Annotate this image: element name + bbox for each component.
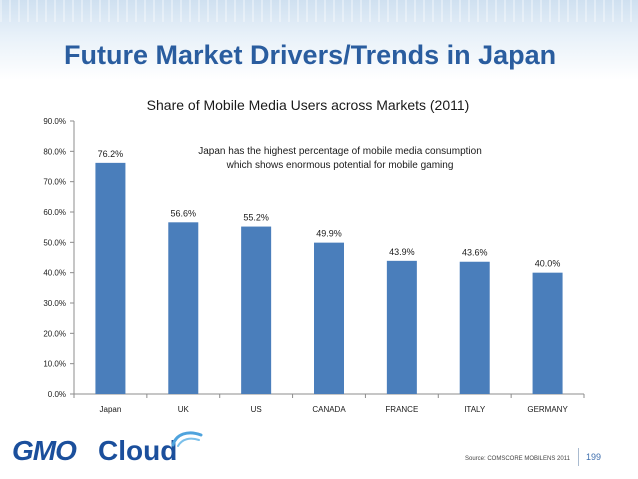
chart-title: Share of Mobile Media Users across Marke… [147, 97, 470, 113]
x-tick-label: GERMANY [527, 405, 568, 414]
x-axis: Japan UK US CANADA FRANCE ITALY GERMANY [73, 393, 585, 414]
x-tick-label: ITALY [464, 405, 486, 414]
y-tick-label: 0.0% [48, 390, 66, 399]
footer-divider [578, 448, 579, 466]
y-tick-label: 10.0% [43, 360, 66, 369]
bar-uk [168, 222, 199, 394]
bar-japan [95, 162, 126, 394]
y-tick-label: 20.0% [43, 329, 66, 338]
data-label: 40.0% [535, 259, 561, 269]
logo-text-gmo: GMO [12, 435, 77, 466]
y-tick-label: 40.0% [43, 269, 66, 278]
data-label: 43.9% [389, 247, 415, 257]
y-tick-label: 90.0% [43, 117, 66, 126]
header-band [0, 0, 638, 80]
bars: 76.2% 56.6% 55.2% 49.9% 43.9% 43.6% 40.0% [95, 149, 563, 394]
y-tick-label: 30.0% [43, 299, 66, 308]
bar-germany [532, 272, 563, 394]
bar-italy [459, 261, 490, 394]
cloud-swoosh-icon [171, 431, 203, 447]
y-axis: 0.0% 10.0% 20.0% 30.0% 40.0% 50.0% 60.0% 70.0% 8… [43, 117, 75, 399]
x-tick-label: UK [178, 405, 190, 414]
x-tick-label: CANADA [312, 405, 346, 414]
data-label: 55.2% [243, 213, 269, 223]
bar-canada [314, 242, 344, 394]
x-tick-label: US [251, 405, 262, 414]
logo-text-cloud: Cloud [98, 435, 178, 466]
y-tick-label: 60.0% [43, 208, 66, 217]
page-number: 199 [586, 452, 602, 462]
bar-france [386, 260, 417, 394]
x-tick-label: FRANCE [385, 405, 418, 414]
chart-annotation-line-1: Japan has the highest percentage of mobi… [198, 146, 482, 157]
y-tick-label: 50.0% [43, 238, 66, 247]
data-label: 76.2% [98, 149, 124, 159]
data-label: 49.9% [316, 229, 342, 239]
data-label: 43.6% [462, 248, 488, 258]
source-note: Source: COMSCORE MOBILENS 2011 [465, 456, 570, 462]
y-tick-label: 80.0% [43, 147, 66, 156]
slide-title: Future Market Drivers/Trends in Japan [64, 40, 557, 70]
bar-us [241, 226, 272, 394]
chart-annotation-line-2: which shows enormous potential for mobil… [226, 160, 454, 171]
gmo-cloud-logo: GMO Cloud [12, 430, 212, 466]
y-tick-label: 70.0% [43, 178, 66, 187]
x-tick-label: Japan [100, 405, 122, 414]
data-label: 56.6% [171, 208, 197, 218]
